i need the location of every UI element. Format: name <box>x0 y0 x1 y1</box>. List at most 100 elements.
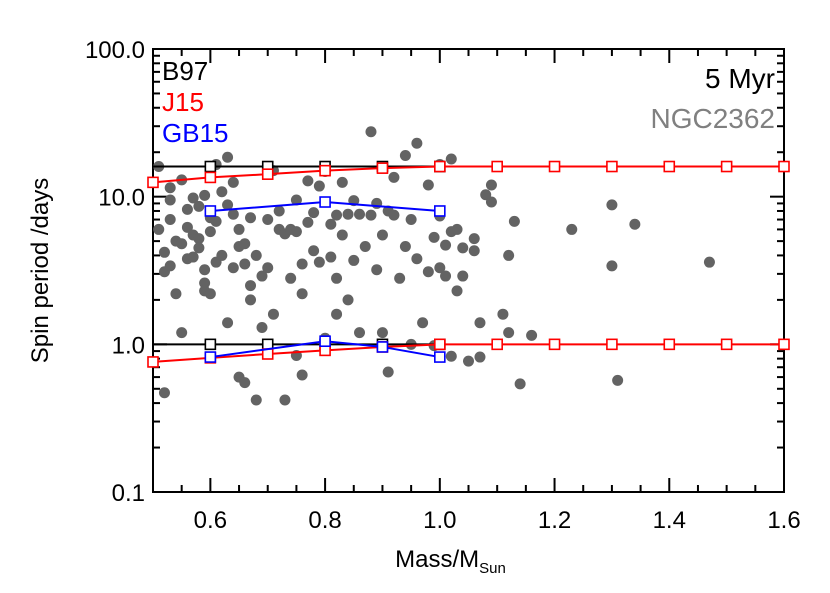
scatter-point <box>302 216 314 228</box>
scatter-point <box>313 180 325 192</box>
x-tick-label: 1.4 <box>653 507 686 534</box>
scatter-point <box>485 196 497 208</box>
scatter-point <box>273 205 285 217</box>
series-marker-j15 <box>663 160 676 173</box>
series-marker-j15 <box>778 338 790 351</box>
scatter-point <box>256 270 268 282</box>
scatter-point <box>164 194 176 206</box>
scatter-point <box>612 374 624 386</box>
scatter-point <box>606 260 618 272</box>
scatter-point <box>566 223 578 235</box>
scatter-point <box>336 176 348 188</box>
scatter-point <box>222 151 234 163</box>
scatter-point <box>285 272 297 284</box>
scatter-point <box>526 329 538 341</box>
scatter-point <box>302 175 314 187</box>
scatter-point <box>164 260 176 272</box>
scatter-point <box>245 294 257 306</box>
scatter-point <box>164 182 176 194</box>
scatter-point <box>382 366 394 378</box>
annotation-5-myr: 5 Myr <box>705 63 775 94</box>
series-marker-j15 <box>376 162 389 174</box>
scatter-point <box>422 266 434 278</box>
scatter-point <box>399 150 411 162</box>
series-marker-gb15 <box>319 196 331 208</box>
series-marker-j15 <box>606 160 618 173</box>
scatter-point <box>354 327 366 339</box>
scatter-point <box>262 262 274 274</box>
scatter-points <box>153 126 715 406</box>
scatter-point <box>325 251 337 263</box>
series-marker-j15 <box>319 164 331 177</box>
scatter-point <box>216 186 228 198</box>
scatter-point <box>508 215 520 227</box>
scatter-point <box>468 245 480 257</box>
y-tick-label: 100.0 <box>85 37 145 64</box>
scatter-point <box>359 240 371 252</box>
scatter-point <box>331 272 343 284</box>
scatter-point <box>187 192 199 204</box>
scatter-point <box>503 327 515 339</box>
scatter-point <box>290 194 302 206</box>
legend-entry-j15: J15 <box>162 87 204 117</box>
scatter-point <box>158 387 170 399</box>
scatter-point <box>296 369 308 381</box>
scatter-point <box>267 308 279 320</box>
scatter-point <box>503 249 515 261</box>
scatter-point <box>606 199 618 211</box>
scatter-point <box>388 171 400 183</box>
scatter-point <box>474 351 486 363</box>
scatter-point <box>422 179 434 191</box>
scatter-point <box>434 262 446 274</box>
scatter-point <box>325 218 337 230</box>
scatter-point <box>468 233 480 245</box>
scatter-point <box>388 209 400 221</box>
scatter-point <box>376 229 388 241</box>
x-tick-label: 1.2 <box>538 507 571 534</box>
scatter-point <box>411 253 423 265</box>
scatter-point <box>227 262 239 274</box>
scatter-point <box>199 277 211 289</box>
scatter-point <box>365 209 377 221</box>
scatter-point <box>204 226 216 238</box>
scatter-point <box>199 264 211 276</box>
scatter-point <box>245 280 257 292</box>
scatter-point <box>514 378 526 390</box>
series-marker-j15 <box>663 338 676 351</box>
series-marker-j15 <box>261 168 274 180</box>
x-axis-label: Mass/MSun <box>395 546 506 577</box>
scatter-point <box>193 233 205 245</box>
x-tick-label: 0.8 <box>308 507 341 534</box>
series-marker-j15 <box>147 356 159 368</box>
series-line-j15 <box>152 343 784 363</box>
scatter-point <box>405 214 417 226</box>
scatter-point <box>463 355 474 367</box>
scatter-point <box>331 308 343 320</box>
series-marker-gb15 <box>434 205 446 217</box>
scatter-point <box>181 221 193 233</box>
scatter-point <box>279 394 291 406</box>
scatter-point <box>451 223 463 235</box>
series-marker-j15 <box>491 160 503 173</box>
x-tick-label: 1.0 <box>423 507 456 534</box>
scatter-point <box>417 317 429 329</box>
scatter-point <box>216 249 228 261</box>
scatter-point <box>250 249 262 261</box>
scatter-point <box>365 126 377 138</box>
series-marker-gb15 <box>204 205 217 217</box>
legend-entry-b97: B97 <box>162 56 208 86</box>
x-axis-label-subscript: Sun <box>479 560 506 577</box>
scatter-point <box>428 231 440 243</box>
scatter-point <box>399 240 411 252</box>
scatter-point <box>474 317 486 329</box>
scatter-point <box>313 256 325 268</box>
scatter-point <box>164 214 176 226</box>
y-tick-label: 10.0 <box>98 185 145 212</box>
model-series <box>147 160 790 368</box>
scatter-point <box>371 264 383 276</box>
scatter-point <box>411 137 423 149</box>
scatter-point <box>222 317 234 329</box>
series-marker-j15 <box>548 160 561 173</box>
scatter-point <box>445 350 457 362</box>
scatter-point <box>250 394 262 406</box>
